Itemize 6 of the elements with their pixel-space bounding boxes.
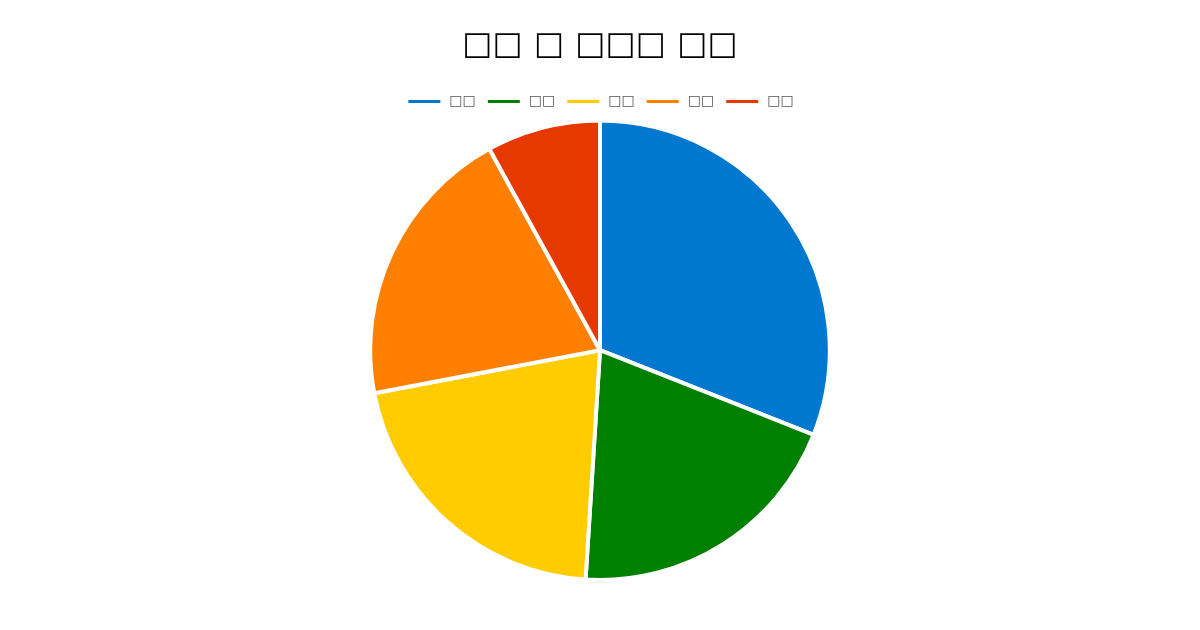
- chart-title: □□ □ □□□ □□: [462, 23, 738, 62]
- legend-label: □□: [767, 92, 794, 109]
- legend-label: □□: [449, 92, 476, 109]
- legend-label: □□: [608, 92, 635, 109]
- legend-label: □□: [687, 92, 715, 109]
- legend-label: □□: [528, 92, 556, 109]
